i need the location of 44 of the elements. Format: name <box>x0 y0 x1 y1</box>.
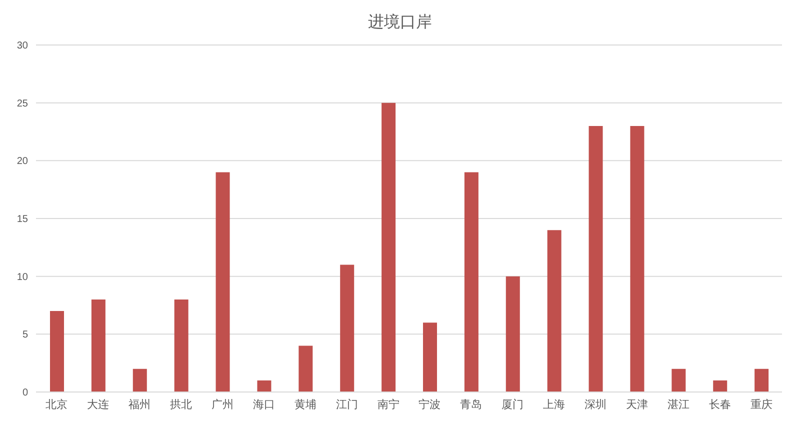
y-tick-label: 10 <box>16 272 28 283</box>
x-tick-label: 长春 <box>708 398 731 411</box>
x-tick-label: 上海 <box>543 398 566 411</box>
x-tick-label: 南宁 <box>377 398 400 411</box>
bar <box>298 346 313 392</box>
x-tick-label: 黄埔 <box>294 398 316 411</box>
bar <box>257 380 272 392</box>
bar <box>464 172 478 392</box>
bar <box>754 368 769 392</box>
x-tick-label: 广州 <box>212 398 234 411</box>
y-tick-label: 5 <box>22 330 28 341</box>
x-tick-label: 海口 <box>252 398 275 411</box>
x-tick-label: 天津 <box>626 398 648 411</box>
x-tick-label: 北京 <box>46 398 68 411</box>
x-tick-label: 江门 <box>336 398 358 411</box>
bar <box>630 126 644 392</box>
chart-title: 进境口岸 <box>367 12 433 33</box>
x-tick-label: 青岛 <box>460 398 482 411</box>
bar <box>216 172 230 392</box>
x-tick-label: 厦门 <box>502 398 524 411</box>
x-tick-label: 重庆 <box>750 398 772 411</box>
bar <box>340 264 354 392</box>
y-tick-label: 30 <box>16 40 28 52</box>
x-tick-label: 福州 <box>128 398 151 411</box>
bar <box>672 368 686 392</box>
bar <box>132 368 147 392</box>
bar <box>588 126 603 392</box>
x-tick-label: 拱北 <box>170 398 192 411</box>
y-tick-label: 0 <box>22 388 28 399</box>
bar <box>50 311 64 392</box>
x-tick-label: 湛江 <box>667 398 690 411</box>
y-tick-label: 25 <box>16 98 28 110</box>
bar <box>506 276 520 392</box>
x-tick-label: 深圳 <box>584 398 606 411</box>
bar <box>382 102 396 392</box>
bar <box>91 299 106 392</box>
bar <box>423 322 437 392</box>
x-tick-label: 大连 <box>87 398 110 411</box>
bar <box>713 380 728 392</box>
y-tick-label: 15 <box>16 214 28 226</box>
bar <box>547 230 562 392</box>
y-tick-label: 20 <box>16 156 28 168</box>
x-tick-label: 宁波 <box>418 398 441 411</box>
bar <box>174 299 188 392</box>
